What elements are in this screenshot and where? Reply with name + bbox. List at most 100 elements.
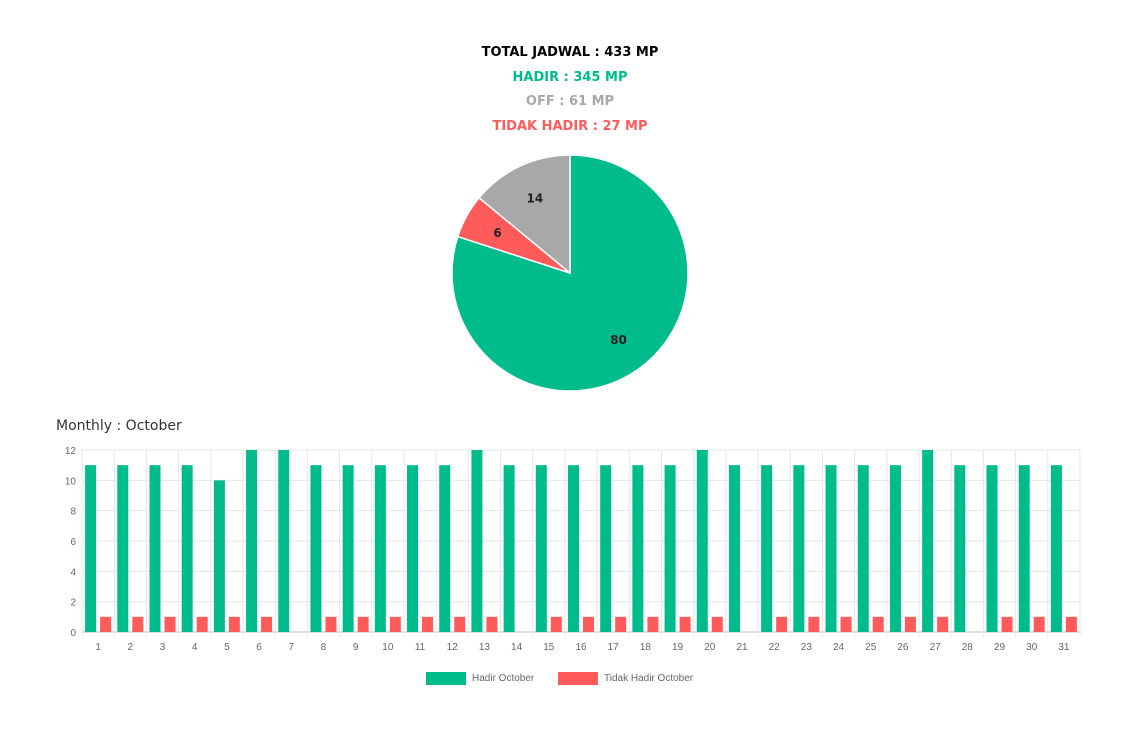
bar-hadir[interactable] — [568, 465, 579, 632]
x-tick-label: 18 — [640, 642, 652, 653]
x-tick-label: 4 — [192, 642, 198, 653]
bar-tidak-hadir[interactable] — [679, 616, 691, 632]
x-tick-label: 9 — [353, 642, 359, 653]
legend-item-tidak-hadir[interactable]: Tidak Hadir October — [558, 671, 693, 685]
pie-slice-label-1: 6 — [493, 226, 501, 240]
bar-hadir[interactable] — [825, 465, 837, 632]
bar-hadir[interactable] — [407, 465, 419, 632]
x-tick-label: 16 — [575, 642, 587, 653]
bar-tidak-hadir[interactable] — [550, 616, 562, 632]
x-tick-label: 1 — [95, 642, 101, 653]
pie-slice-label-0: 80 — [610, 333, 627, 347]
bar-tidak-hadir[interactable] — [454, 616, 466, 632]
bar-tidak-hadir[interactable] — [937, 616, 949, 632]
bar-tidak-hadir[interactable] — [100, 616, 112, 632]
x-tick-label: 10 — [382, 642, 394, 653]
bar-hadir[interactable] — [954, 465, 966, 632]
bar-hadir[interactable] — [922, 450, 934, 632]
bar-hadir[interactable] — [278, 450, 290, 632]
y-tick-label: 2 — [70, 598, 76, 609]
bar-hadir[interactable] — [471, 450, 483, 632]
bar-hadir[interactable] — [310, 465, 322, 632]
legend-swatch-hadir — [426, 671, 466, 685]
legend-label-tidak-hadir: Tidak Hadir October — [604, 672, 694, 684]
bar-hadir[interactable] — [761, 465, 773, 632]
bar-tidak-hadir[interactable] — [422, 616, 434, 632]
summary-off: OFF : 61 MP — [525, 94, 615, 109]
x-tick-label: 23 — [801, 642, 813, 653]
x-tick-label: 6 — [256, 642, 262, 653]
bar-hadir[interactable] — [632, 465, 644, 632]
x-tick-label: 13 — [479, 642, 491, 653]
bar-hadir[interactable] — [439, 465, 451, 632]
pie-slice-0[interactable] — [451, 154, 689, 392]
x-tick-label: 24 — [833, 642, 845, 653]
bar-hadir[interactable] — [535, 465, 547, 632]
bar-hadir[interactable] — [793, 465, 805, 632]
pie-chart: 80 6 14 — [451, 154, 689, 392]
bar-hadir[interactable] — [1018, 465, 1030, 632]
x-tick-label: 7 — [288, 642, 294, 653]
bar-tidak-hadir[interactable] — [583, 616, 594, 632]
x-tick-label: 2 — [128, 642, 134, 653]
bar-tidak-hadir[interactable] — [132, 616, 144, 632]
bar-tidak-hadir[interactable] — [711, 616, 723, 632]
summary-total: TOTAL JADWAL : 433 MP — [481, 45, 659, 60]
bar-tidak-hadir[interactable] — [615, 616, 627, 632]
legend-item-hadir[interactable]: Hadir October — [426, 671, 534, 685]
y-tick-label: 8 — [70, 507, 76, 518]
y-tick-label: 0 — [70, 628, 76, 639]
bar-tidak-hadir[interactable] — [228, 616, 240, 632]
bar-hadir[interactable] — [986, 465, 998, 632]
bar-hadir[interactable] — [600, 465, 612, 632]
bar-tidak-hadir[interactable] — [1065, 616, 1077, 632]
bar-hadir[interactable] — [85, 465, 97, 632]
x-tick-label: 31 — [1058, 642, 1070, 653]
bar-hadir[interactable] — [664, 465, 676, 632]
x-tick-label: 8 — [321, 642, 327, 653]
bar-tidak-hadir[interactable] — [325, 616, 337, 632]
bar-hadir[interactable] — [149, 465, 161, 632]
bar-tidak-hadir[interactable] — [196, 616, 208, 632]
bar-hadir[interactable] — [503, 465, 515, 632]
bar-tidak-hadir[interactable] — [261, 616, 273, 632]
bar-tidak-hadir[interactable] — [164, 616, 176, 632]
bar-hadir[interactable] — [889, 465, 901, 632]
y-tick-label: 6 — [70, 537, 76, 548]
bar-hadir[interactable] — [213, 480, 225, 632]
bar-tidak-hadir[interactable] — [808, 616, 820, 632]
x-tick-label: 19 — [672, 642, 684, 653]
bar-tidak-hadir[interactable] — [1033, 616, 1045, 632]
bar-hadir[interactable] — [117, 465, 129, 632]
bar-hadir[interactable] — [246, 450, 258, 632]
bar-hadir[interactable] — [181, 465, 193, 632]
bar-tidak-hadir[interactable] — [904, 616, 916, 632]
y-tick-label: 10 — [65, 476, 77, 487]
bar-tidak-hadir[interactable] — [486, 616, 498, 632]
x-tick-label: 12 — [447, 642, 459, 653]
bar-tidak-hadir[interactable] — [647, 616, 659, 632]
pie-slice-label-2: 14 — [526, 191, 543, 205]
pie-slice-2[interactable] — [478, 154, 571, 275]
bar-tidak-hadir[interactable] — [776, 616, 788, 632]
bar-tidak-hadir[interactable] — [840, 616, 852, 632]
bar-hadir[interactable] — [1050, 465, 1062, 632]
x-tick-label: 17 — [608, 642, 620, 653]
x-tick-label: 21 — [736, 642, 748, 653]
bar-hadir[interactable] — [342, 465, 354, 632]
x-tick-label: 22 — [769, 642, 781, 653]
bar-tidak-hadir[interactable] — [1001, 616, 1013, 632]
summary-hadir: HADIR : 345 MP — [512, 70, 628, 85]
bar-tidak-hadir[interactable] — [872, 616, 884, 632]
x-tick-label: 20 — [704, 642, 716, 653]
x-tick-label: 27 — [930, 642, 942, 653]
bar-hadir[interactable] — [857, 465, 869, 632]
bar-tidak-hadir[interactable] — [357, 616, 369, 632]
bar-hadir[interactable] — [696, 450, 708, 632]
y-tick-label: 4 — [70, 567, 76, 578]
bar-tidak-hadir[interactable] — [389, 616, 401, 632]
bar-hadir[interactable] — [374, 465, 386, 632]
monthly-title: Monthly : October — [56, 418, 182, 434]
bar-hadir[interactable] — [728, 465, 740, 632]
x-tick-label: 28 — [962, 642, 974, 653]
